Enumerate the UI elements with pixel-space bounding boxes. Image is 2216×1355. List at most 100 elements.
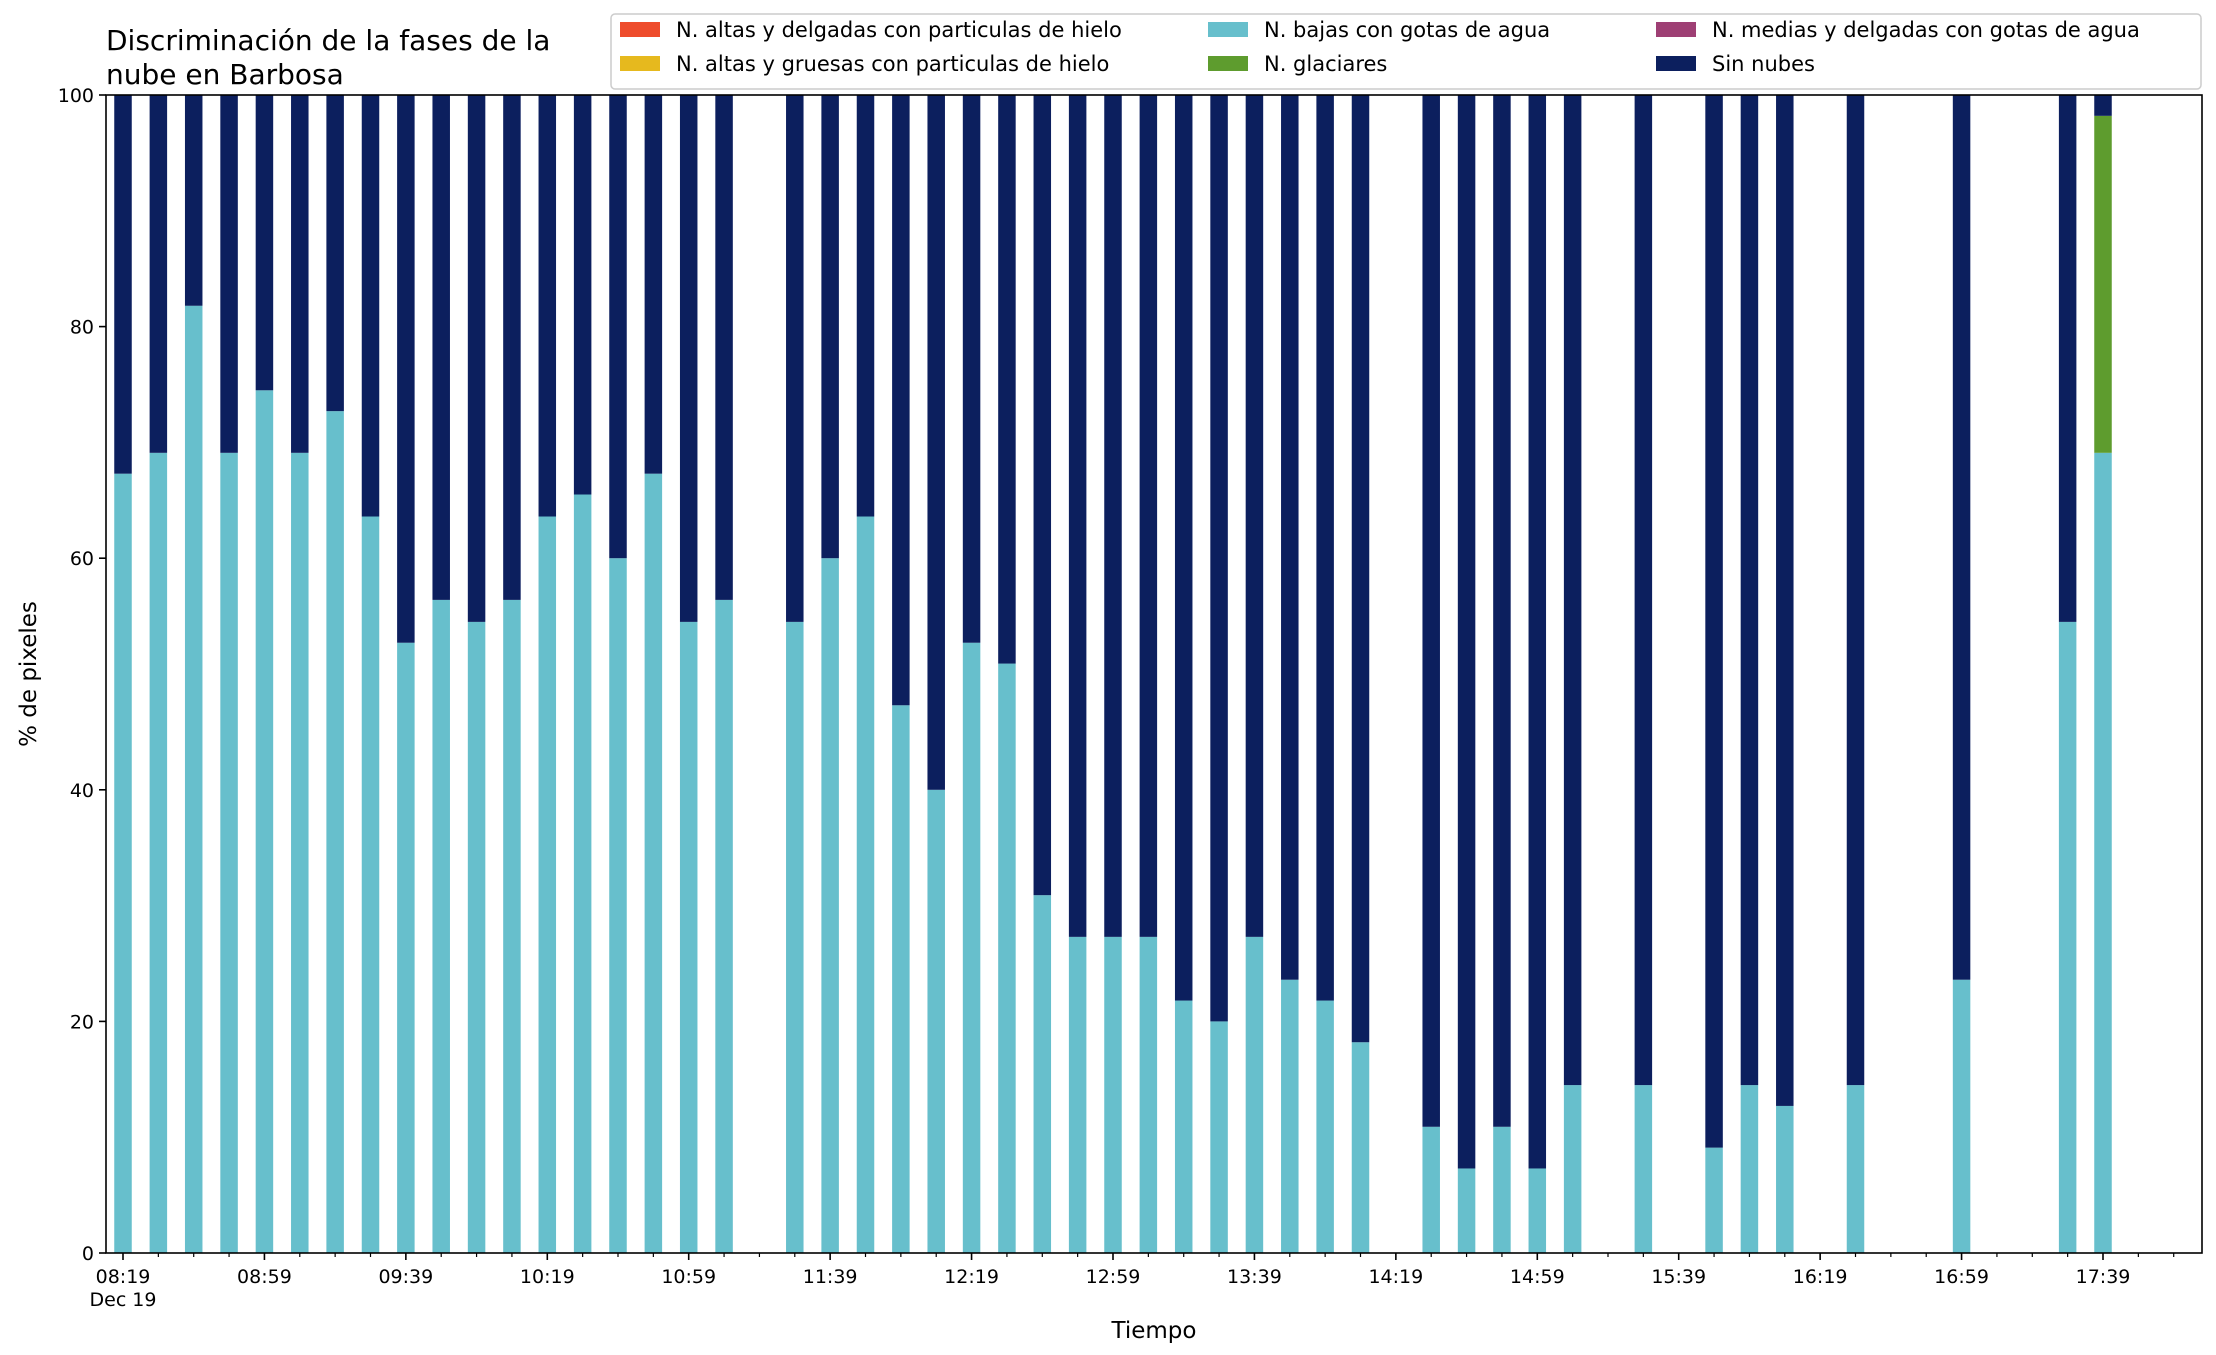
legend-label-0: N. altas y delgadas con particulas de hi… [676, 18, 1122, 42]
bar-segment-5 [1634, 95, 1653, 1086]
y-tick-label: 20 [70, 1011, 94, 1033]
bar-segment-5 [503, 95, 521, 600]
bar-segment-5 [573, 95, 592, 495]
bar-segment-5 [149, 95, 168, 453]
legend-label-3: N. glaciares [1264, 52, 1387, 76]
bar-segment-2 [538, 516, 557, 1253]
bar-segment-2 [821, 558, 839, 1253]
x-tick-label: 10:19 [520, 1266, 575, 1288]
bar-segment-2 [927, 789, 945, 1253]
x-tick-label: 14:59 [1510, 1266, 1565, 1288]
bar-segment-5 [220, 95, 238, 453]
legend-swatch-2 [1208, 22, 1248, 37]
bar-segment-2 [255, 390, 274, 1253]
legend-swatch-0 [620, 22, 660, 37]
bar-segment-5 [432, 95, 450, 600]
bar-segment-2 [1033, 895, 1052, 1253]
bar-segment-2 [1457, 1168, 1476, 1253]
bar-segment-5 [927, 95, 945, 790]
bar-segment-5 [2058, 95, 2077, 622]
bar-segment-5 [1174, 95, 1193, 1001]
bar-segment-2 [962, 642, 981, 1253]
bar-segment-5 [361, 95, 380, 517]
plot-frame [105, 94, 2203, 1254]
y-tick-label: 100 [58, 85, 94, 107]
bar-segment-2 [503, 599, 521, 1253]
bar-segment-2 [715, 599, 733, 1253]
bar-segment-5 [962, 95, 981, 643]
bar-segment-2 [361, 516, 380, 1253]
bar-segment-5 [1846, 95, 1865, 1086]
chart-title-line-1: Discriminación de la fases de la [106, 24, 550, 57]
bars-layer [114, 95, 2112, 1253]
bar-segment-2 [1139, 936, 1158, 1253]
bar-segment-5 [184, 95, 203, 306]
x-tick-label: 12:59 [1086, 1266, 1141, 1288]
x-tick-label: 11:39 [803, 1266, 858, 1288]
bar-segment-5 [998, 95, 1016, 664]
bar-segment-2 [1210, 1021, 1228, 1253]
bar-segment-2 [856, 516, 875, 1253]
x-axis-title: Tiempo [1111, 1318, 1197, 1344]
bar-segment-5 [1457, 95, 1476, 1169]
x-tick-label: 10:59 [661, 1266, 716, 1288]
legend-label-4: N. medias y delgadas con gotas de agua [1712, 18, 2140, 42]
x-tick-label: 08:19 [96, 1266, 151, 1288]
bar-segment-2 [1245, 936, 1264, 1253]
legend-swatch-3 [1208, 56, 1248, 71]
bar-segment-2 [644, 473, 663, 1253]
bar-segment-5 [1210, 95, 1228, 1022]
bar-segment-5 [1316, 95, 1334, 1001]
x-tick-label: 17:39 [2076, 1266, 2131, 1288]
chart-title-line-2: nube en Barbosa [106, 58, 344, 91]
bar-segment-5 [291, 95, 309, 453]
x-tick-label: 12:19 [944, 1266, 999, 1288]
legend-box [610, 13, 2202, 90]
y-tick-label: 40 [70, 780, 94, 802]
bar-segment-2 [573, 494, 592, 1253]
bar-segment-2 [291, 452, 309, 1253]
bar-segment-5 [467, 95, 486, 622]
bar-segment-5 [1422, 95, 1440, 1127]
bar-segment-2 [679, 621, 698, 1253]
x-tick-label: 15:39 [1651, 1266, 1706, 1288]
x-tick-label: 16:59 [1934, 1266, 1989, 1288]
bar-segment-5 [1952, 95, 1971, 980]
bar-segment-5 [786, 95, 804, 622]
x-tick-label: 16:19 [1793, 1266, 1848, 1288]
bar-segment-2 [1422, 1126, 1440, 1253]
bar-segment-2 [114, 473, 132, 1253]
y-tick-label: 0 [82, 1243, 94, 1265]
bar-segment-5 [821, 95, 839, 559]
bar-segment-2 [998, 663, 1016, 1253]
bar-segment-2 [1068, 936, 1087, 1253]
bar-segment-5 [1563, 95, 1582, 1086]
bar-segment-5 [1104, 95, 1122, 937]
bar-segment-5 [1245, 95, 1264, 937]
x-tick-label: 08:59 [237, 1266, 292, 1288]
x-tick-label: 14:19 [1368, 1266, 1423, 1288]
bar-segment-2 [1493, 1126, 1511, 1253]
bar-segment-5 [397, 95, 415, 643]
x-axis: 08:19 08:59 09:39 10:19 10:59 11:39 12:19 12:59… [90, 1253, 2175, 1311]
bar-segment-2 [149, 452, 168, 1253]
bar-segment-2 [1846, 1085, 1865, 1253]
bar-segment-2 [326, 411, 344, 1253]
legend-swatch-5 [1656, 56, 1696, 71]
bar-segment-5 [679, 95, 698, 622]
y-tick-label: 60 [70, 548, 94, 570]
bar-segment-5 [538, 95, 557, 517]
bar-segment-2 [892, 705, 910, 1253]
bar-segment-2 [220, 452, 238, 1253]
bar-segment-2 [786, 621, 804, 1253]
bar-segment-5 [856, 95, 875, 517]
bar-segment-2 [467, 621, 486, 1253]
legend-label-5: Sin nubes [1712, 52, 1815, 76]
x-tick-label: 09:39 [378, 1266, 433, 1288]
bar-segment-2 [2094, 452, 2112, 1253]
bar-segment-5 [326, 95, 344, 412]
bar-segment-5 [715, 95, 733, 600]
bar-segment-5 [1139, 95, 1158, 937]
x-tick-label: 13:39 [1227, 1266, 1282, 1288]
bar-segment-5 [1351, 95, 1370, 1043]
